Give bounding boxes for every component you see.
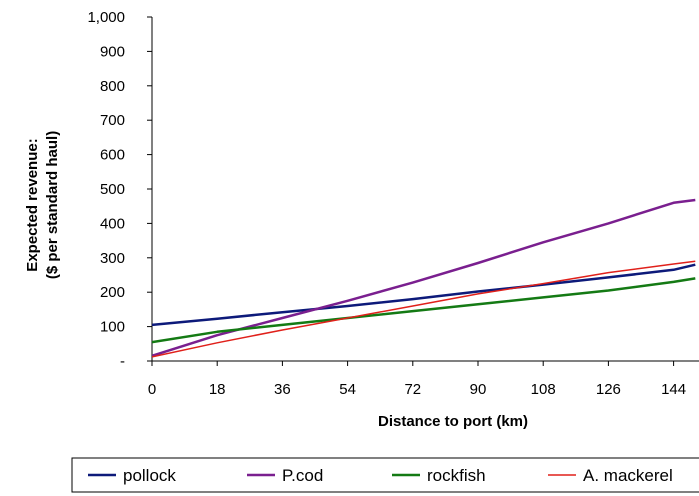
legend-label: A. mackerel <box>583 466 673 485</box>
y-axis-title-line2: ($ per standard haul) <box>44 131 61 279</box>
legend-item-p-cod: P.cod <box>247 466 323 485</box>
y-axis-title: Expected revenue: ($ per standard haul) <box>24 131 61 279</box>
y-tick-label: 400 <box>100 215 125 232</box>
y-tick-label: 700 <box>100 112 125 129</box>
x-tick-label: 144 <box>661 381 686 398</box>
x-tick-label: 126 <box>596 381 621 398</box>
y-tick-label: 600 <box>100 147 125 164</box>
y-tick-label: 900 <box>100 43 125 60</box>
x-tick-label: 90 <box>470 381 487 398</box>
x-tick-label: 18 <box>209 381 226 398</box>
x-tick-label: 72 <box>404 381 421 398</box>
legend-box <box>71 457 699 493</box>
x-tick-label: 54 <box>339 381 356 398</box>
series-line-p-cod <box>152 198 696 357</box>
x-tick-label: 36 <box>274 381 291 398</box>
series-layer <box>152 198 696 358</box>
legend-item-pollock: pollock <box>88 466 176 485</box>
series-line-rockfish <box>152 277 696 344</box>
legend-label: P.cod <box>282 466 323 485</box>
y-tick-label: 500 <box>100 181 125 198</box>
x-tick-label: 108 <box>531 381 556 398</box>
y-tick-label: 200 <box>100 284 125 301</box>
y-tick-label: 300 <box>100 250 125 267</box>
y-tick-label: 1,000 <box>87 9 125 26</box>
legend-label: pollock <box>123 466 176 485</box>
legend: pollock P.cod rockfish A. mackerel <box>71 457 699 493</box>
series-line-pollock <box>152 263 696 327</box>
y-tick-label: 800 <box>100 78 125 95</box>
series-line-a-mackerel <box>152 260 696 358</box>
x-axis: 0 18 36 54 72 90 108 126 144 <box>148 360 699 398</box>
legend-item-a-mackerel: A. mackerel <box>548 466 673 485</box>
y-axis: - 100 200 300 400 500 600 700 800 900 1,000 <box>87 9 153 370</box>
y-tick-label: - <box>120 353 125 370</box>
legend-item-rockfish: rockfish <box>392 466 486 485</box>
legend-label: rockfish <box>427 466 486 485</box>
y-axis-title-line1: Expected revenue: <box>24 138 41 271</box>
y-tick-label: 100 <box>100 319 125 336</box>
x-tick-label: 0 <box>148 381 156 398</box>
x-axis-title: Distance to port (km) <box>378 413 528 430</box>
